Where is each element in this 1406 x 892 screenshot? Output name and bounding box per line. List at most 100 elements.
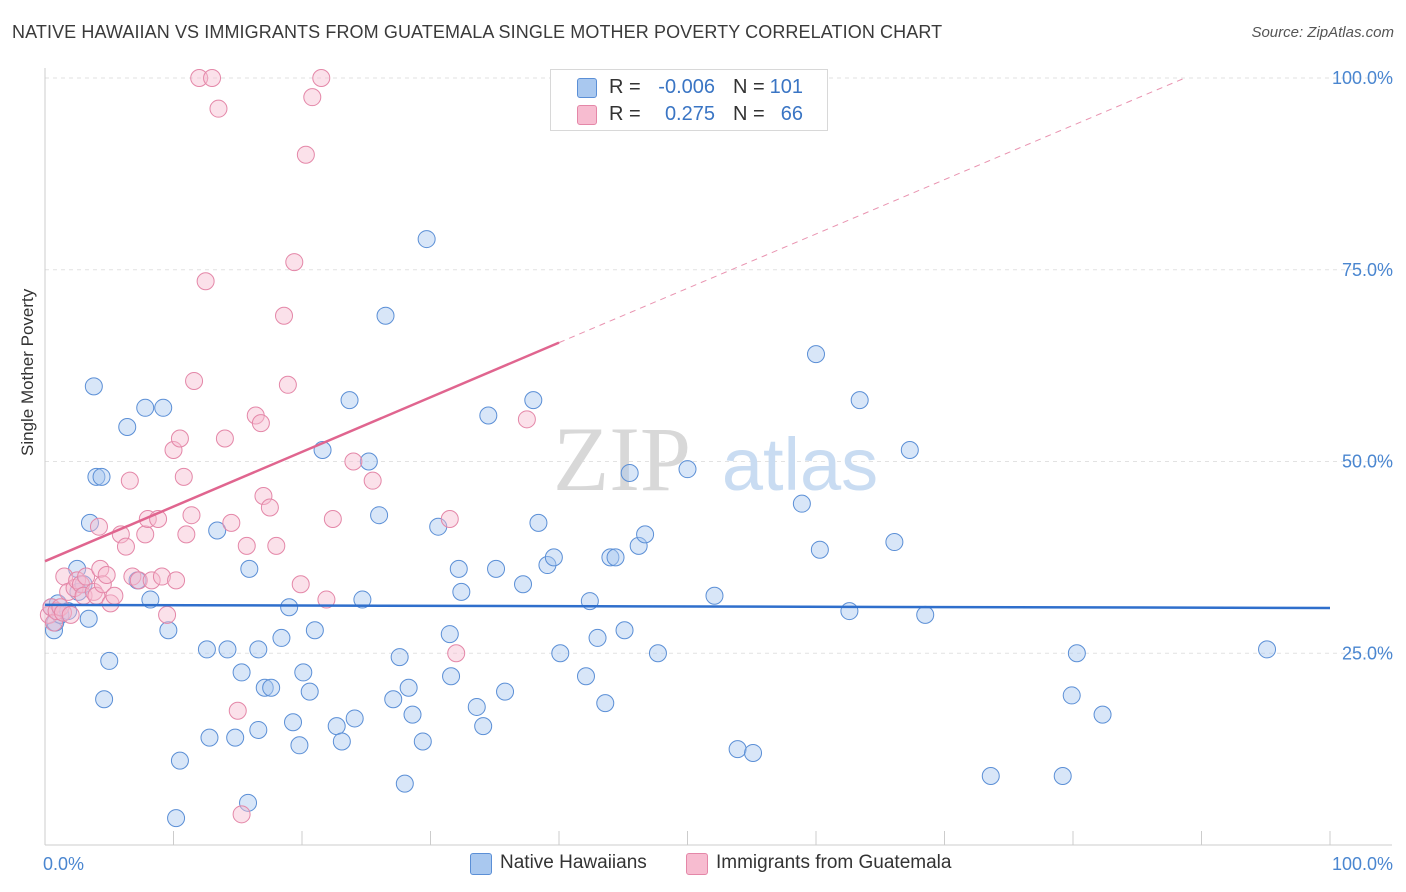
data-point: [479, 406, 498, 425]
data-point: [208, 521, 227, 540]
data-point: [370, 506, 389, 525]
data-point: [95, 690, 114, 709]
data-point: [174, 467, 193, 486]
data-point: [152, 567, 171, 586]
data-point: [678, 460, 697, 479]
data-point: [218, 640, 237, 659]
data-point: [226, 728, 245, 747]
data-point: [272, 628, 291, 647]
data-point: [209, 99, 228, 118]
data-point: [442, 667, 461, 686]
chart-title: NATIVE HAWAIIAN VS IMMIGRANTS FROM GUATE…: [12, 22, 943, 42]
data-point: [487, 559, 506, 578]
x-tick-label: 0.0%: [43, 854, 84, 874]
data-point: [403, 705, 422, 724]
data-point: [254, 487, 273, 506]
data-point: [284, 713, 303, 732]
legend-r-value: 0.275: [664, 103, 715, 125]
legend-label: Immigrants from Guatemala: [716, 852, 952, 873]
data-point: [164, 440, 183, 459]
watermark-atlas: atlas: [722, 423, 878, 506]
data-point: [79, 609, 98, 628]
data-point: [317, 590, 336, 609]
data-point: [544, 548, 563, 567]
data-point: [395, 774, 414, 793]
data-point: [447, 644, 466, 663]
data-point: [44, 613, 63, 632]
y-axis-label: Single Mother Poverty: [18, 288, 37, 456]
y-tick-label: 25.0%: [1342, 643, 1393, 663]
data-point: [376, 306, 395, 325]
data-point: [228, 701, 247, 720]
data-point: [1258, 640, 1277, 659]
data-point: [278, 375, 297, 394]
data-point: [345, 709, 364, 728]
data-point: [267, 536, 286, 555]
data-point: [100, 651, 119, 670]
data-point: [1062, 686, 1081, 705]
data-point: [136, 525, 155, 544]
data-point: [97, 566, 116, 585]
legend-row-guatemala: R = 0.275 N = 66: [551, 101, 827, 127]
legend-n-value: 66: [780, 103, 803, 125]
data-point: [87, 467, 106, 486]
data-point: [159, 621, 178, 640]
y-tick-label: 50.0%: [1342, 452, 1393, 472]
data-point: [116, 537, 135, 556]
data-point: [413, 732, 432, 751]
data-point: [239, 793, 258, 812]
data-point: [916, 605, 935, 624]
data-point: [93, 575, 112, 594]
data-point: [240, 559, 259, 578]
data-point: [601, 548, 620, 567]
data-point: [237, 536, 256, 555]
data-point: [344, 452, 363, 471]
data-point: [203, 69, 222, 87]
data-point: [190, 69, 209, 87]
data-point: [900, 440, 919, 459]
data-point: [517, 410, 536, 429]
data-point: [51, 598, 70, 617]
data-point: [440, 510, 459, 529]
data-point: [529, 513, 548, 532]
trend-line-native-hawaiians: [44, 603, 1331, 610]
legend-r-label: R =: [609, 103, 641, 125]
legend-swatch-blue: [470, 853, 492, 875]
data-point: [340, 391, 359, 410]
data-point: [467, 697, 486, 716]
data-point: [142, 571, 161, 590]
y-tick-label: 75.0%: [1342, 260, 1393, 280]
trend-lines: [44, 77, 1331, 610]
axes: [44, 68, 1392, 846]
data-point: [606, 548, 625, 567]
data-point: [840, 602, 859, 621]
data-point: [332, 732, 351, 751]
data-point: [648, 644, 667, 663]
legend-swatch-blue: [577, 78, 597, 98]
data-point: [167, 809, 186, 828]
data-point: [170, 429, 189, 448]
data-point: [200, 728, 219, 747]
data-point: [303, 88, 322, 107]
trend-line-guatemala: [44, 341, 560, 563]
data-point: [89, 517, 108, 536]
data-point: [105, 586, 124, 605]
data-point: [981, 766, 1000, 785]
data-point: [120, 471, 139, 490]
legend-r-value: -0.006: [658, 76, 715, 98]
data-point: [170, 751, 189, 770]
data-point: [290, 736, 309, 755]
data-point: [744, 743, 763, 762]
data-point: [158, 605, 177, 624]
data-point: [177, 525, 196, 544]
data-point: [1093, 705, 1112, 724]
data-point: [291, 575, 310, 594]
data-point: [359, 452, 378, 471]
data-point: [449, 559, 468, 578]
watermark-zip: ZIP: [553, 408, 691, 510]
legend-r-label: R =: [609, 76, 641, 98]
data-point: [305, 621, 324, 640]
legend-n-label: N =: [733, 103, 765, 125]
data-point: [255, 678, 274, 697]
